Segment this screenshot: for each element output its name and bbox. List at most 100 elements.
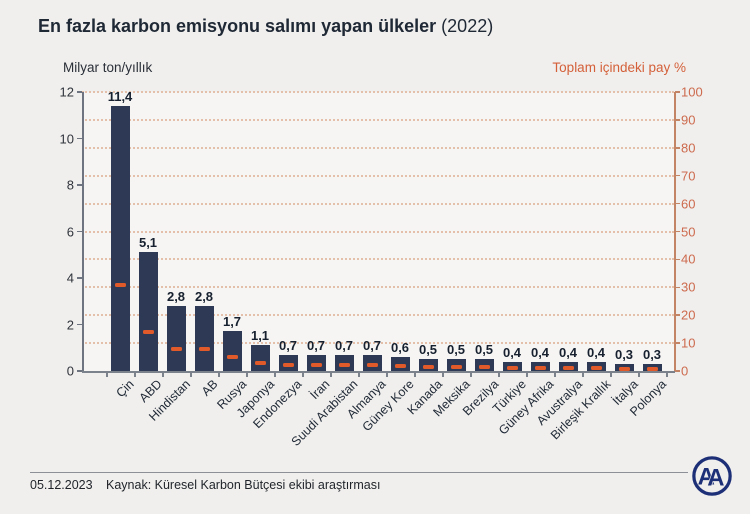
x-axis-tick	[106, 372, 108, 377]
share-marker-Güney Kore	[394, 364, 406, 369]
gridline-100	[82, 91, 674, 93]
x-axis-tick	[610, 372, 612, 377]
x-axis-tick	[554, 372, 556, 377]
share-marker-İran	[310, 363, 322, 368]
gridline-80	[82, 146, 674, 149]
right-axis-ticklabel-40: 40	[681, 251, 696, 267]
bar-Hindistan	[166, 305, 186, 371]
svg-text:A: A	[707, 465, 724, 492]
gridline-30	[82, 286, 674, 289]
left-axis-ticklabel-6: 6	[66, 224, 74, 239]
left-axis-tick	[77, 277, 82, 279]
share-marker-Güney Afrika	[534, 365, 546, 370]
x-axis-tick	[246, 372, 248, 377]
bar-value-label: 2,8	[166, 288, 186, 304]
right-axis-ticklabel-10: 10	[681, 335, 696, 351]
share-marker-AB	[198, 346, 210, 351]
footer-source: Kaynak: Küresel Karbon Bütçesi ekibi ara…	[106, 478, 381, 492]
right-axis-tick	[675, 119, 680, 121]
share-marker-Endonezya	[282, 363, 294, 368]
x-axis-tick	[134, 372, 136, 377]
share-marker-Brezilya	[478, 365, 490, 370]
share-marker-Avustralya	[562, 365, 574, 370]
right-axis-tick	[675, 202, 680, 205]
share-marker-Kanada	[422, 365, 434, 370]
share-marker-Çin	[114, 282, 126, 287]
bar-value-label: 0,4	[502, 344, 522, 360]
share-marker-Hindistan	[170, 346, 182, 351]
share-marker-Almanya	[366, 363, 378, 368]
bar-value-label: 0,7	[278, 337, 298, 353]
left-axis-tick	[77, 184, 82, 186]
share-marker-ABD	[142, 329, 154, 334]
left-axis-tick	[77, 91, 82, 93]
bar-ABD	[138, 252, 158, 371]
x-axis-tick	[386, 372, 388, 377]
x-axis-tick	[190, 372, 192, 377]
x-axis-tick	[162, 372, 164, 377]
right-axis-ticklabel-90: 90	[681, 112, 696, 128]
x-axis-tick	[218, 372, 220, 377]
share-marker-İtalya	[618, 366, 630, 371]
right-axis-ticklabel-0: 0	[681, 363, 689, 379]
right-axis-tick	[675, 91, 680, 93]
share-marker-Japonya	[254, 360, 266, 365]
gridline-50	[82, 230, 674, 233]
share-marker-Polonya	[646, 366, 658, 371]
right-axis-tick	[675, 342, 680, 344]
right-axis-line	[674, 92, 676, 371]
page-title-main: En fazla karbon emisyonu salımı yapan ül…	[38, 16, 437, 36]
footer-date: 05.12.2023	[30, 478, 93, 492]
right-axis-ticklabel-60: 60	[681, 196, 696, 212]
x-axis-tick	[666, 372, 668, 377]
svg-text:A: A	[698, 464, 715, 491]
x-axis-tick	[498, 372, 500, 377]
left-axis-tick	[77, 370, 82, 372]
left-axis-tick	[77, 323, 82, 326]
x-axis-line	[82, 371, 675, 373]
bar-value-label: 0,7	[334, 337, 354, 353]
x-axis-tick	[302, 372, 304, 377]
x-axis-tick	[414, 372, 416, 377]
right-axis-ticklabel-30: 30	[681, 279, 696, 295]
left-axis-ticklabel-10: 10	[59, 131, 74, 146]
right-axis-tick	[675, 370, 680, 372]
right-axis-tick	[675, 314, 680, 316]
anadolu-agency-logo: A A	[692, 456, 732, 496]
bar-value-label: 0,4	[558, 344, 578, 360]
bar-value-label: 0,3	[642, 347, 662, 363]
bar-value-label: 0,7	[362, 337, 382, 353]
bar-value-label: 11,4	[107, 88, 133, 104]
share-marker-Türkiye	[506, 365, 518, 370]
page-title: En fazla karbon emisyonu salımı yapan ül…	[38, 16, 493, 37]
gridline-10	[82, 342, 674, 345]
x-axis-label-AB: AB	[199, 377, 221, 399]
left-axis-ticklabel-0: 0	[66, 363, 74, 379]
right-axis-tick	[675, 286, 680, 289]
left-axis-ticklabel-4: 4	[66, 270, 74, 286]
gridline-60	[82, 202, 674, 205]
gridline-90	[82, 118, 674, 121]
x-axis-tick	[274, 372, 276, 377]
gridline-70	[82, 174, 674, 177]
left-axis-ticklabel-2: 2	[66, 317, 74, 332]
right-axis-ticklabel-100: 100	[681, 84, 703, 100]
right-axis-ticklabel-80: 80	[681, 140, 696, 156]
right-axis-tick	[675, 230, 680, 233]
left-axis-line	[82, 92, 84, 371]
x-axis-tick	[442, 372, 444, 377]
right-axis-tick	[675, 147, 680, 149]
left-axis-title: Milyar ton/yıllık	[63, 60, 153, 75]
bar-Çin	[110, 105, 130, 371]
page-title-year: (2022)	[441, 16, 494, 36]
gridline-40	[82, 258, 674, 261]
share-marker-Meksika	[450, 365, 462, 370]
x-axis-tick	[330, 372, 332, 377]
share-marker-Rusya	[226, 355, 238, 360]
bar-value-label: 0,4	[530, 344, 550, 360]
share-marker-Birleşik Krallık	[590, 365, 602, 370]
bar-value-label: 1,7	[222, 314, 242, 330]
x-axis-tick	[638, 372, 640, 377]
bar-AB	[194, 305, 214, 371]
